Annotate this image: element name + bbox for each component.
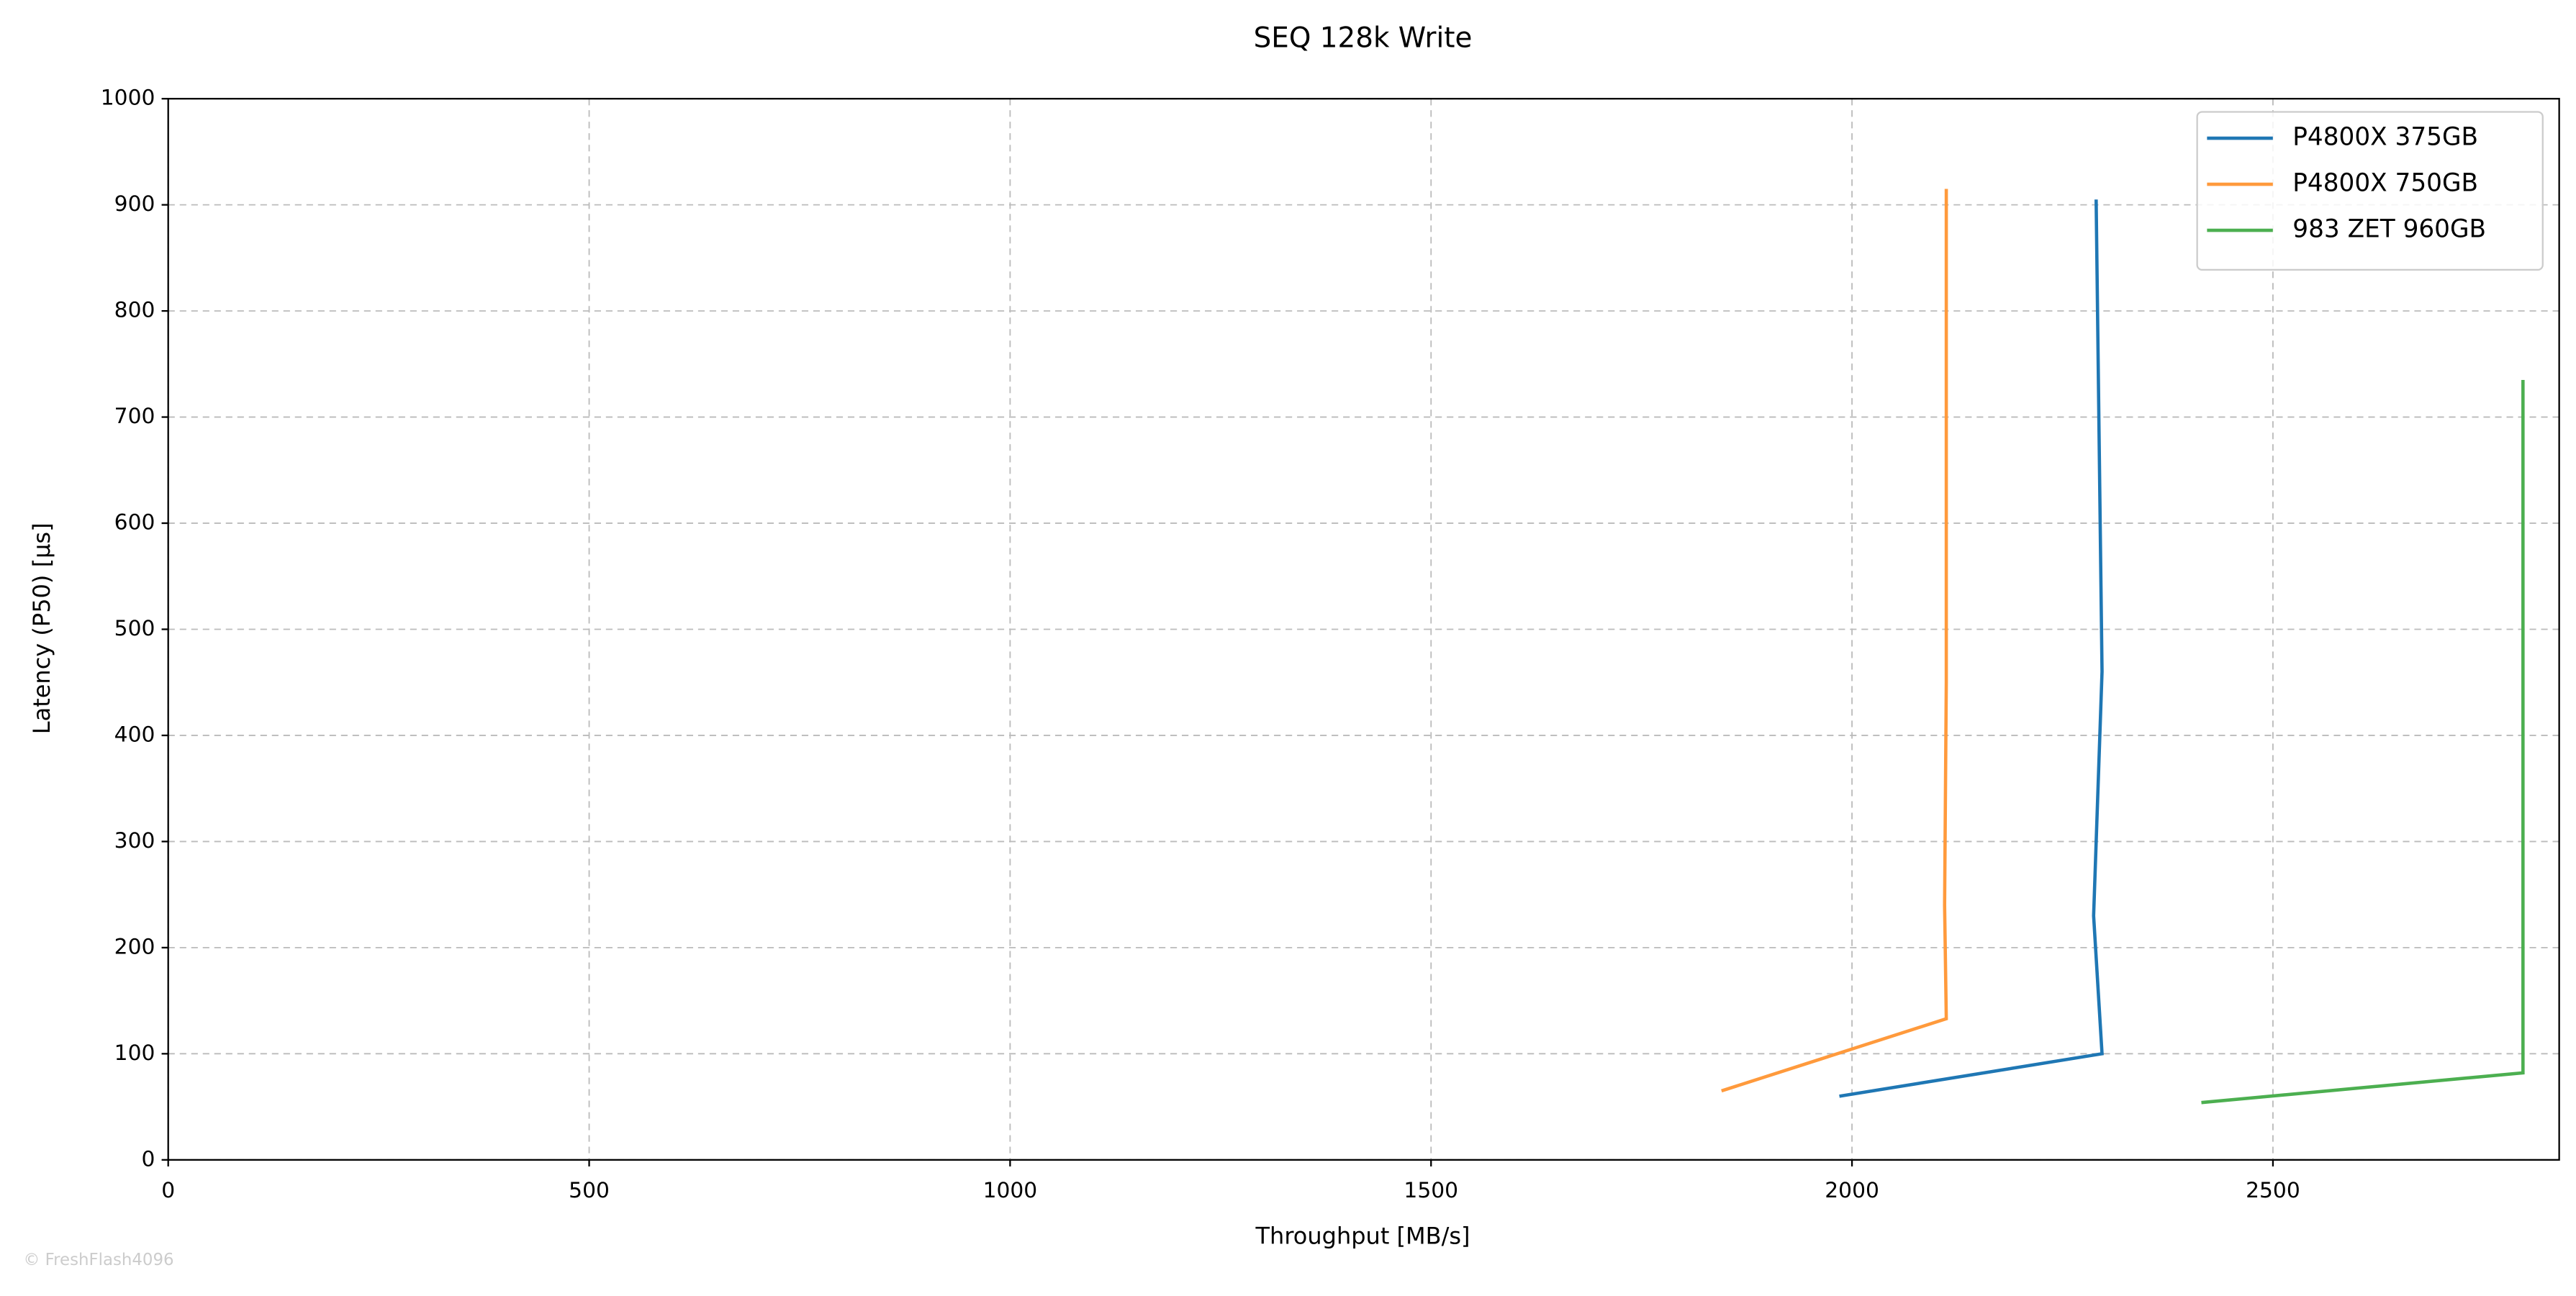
chart-title: SEQ 128k Write — [1254, 22, 1473, 54]
legend-label: 983 ZET 960GB — [2292, 215, 2486, 244]
x-tick-label: 500 — [569, 1178, 610, 1203]
series-line — [2201, 379, 2525, 1105]
series-line — [1721, 189, 1948, 1093]
y-tick-label: 300 — [114, 828, 155, 853]
x-tick-label: 1000 — [983, 1178, 1038, 1203]
legend-label: P4800X 750GB — [2292, 169, 2478, 198]
y-tick-label: 0 — [141, 1146, 155, 1172]
y-tick-label: 500 — [114, 616, 155, 641]
y-tick-label: 400 — [114, 722, 155, 747]
legend-box — [2196, 111, 2544, 271]
x-tick-label: 0 — [161, 1178, 175, 1203]
y-tick-label: 600 — [114, 510, 155, 535]
y-tick-label: 900 — [114, 191, 155, 217]
y-tick-label: 700 — [114, 404, 155, 429]
x-tick-label: 2500 — [2246, 1178, 2300, 1203]
x-axis-label: Throughput [MB/s] — [1255, 1222, 1470, 1249]
y-tick-label: 200 — [114, 934, 155, 959]
y-axis-label: Latency (P50) [µs] — [28, 522, 55, 734]
plot-frame — [167, 98, 2560, 1161]
y-tick-label: 100 — [114, 1041, 155, 1066]
series-line — [1839, 199, 2104, 1098]
watermark: © FreshFlash4096 — [24, 1251, 174, 1269]
y-tick-label: 1000 — [101, 86, 155, 111]
legend-label: P4800X 375GB — [2292, 123, 2478, 152]
y-tick-label: 800 — [114, 298, 155, 323]
x-tick-label: 1500 — [1404, 1178, 1458, 1203]
legend: P4800X 375GB P4800X 750GB 983 ZET 960GB — [2196, 111, 2544, 271]
x-tick-label: 2000 — [1825, 1178, 1879, 1203]
